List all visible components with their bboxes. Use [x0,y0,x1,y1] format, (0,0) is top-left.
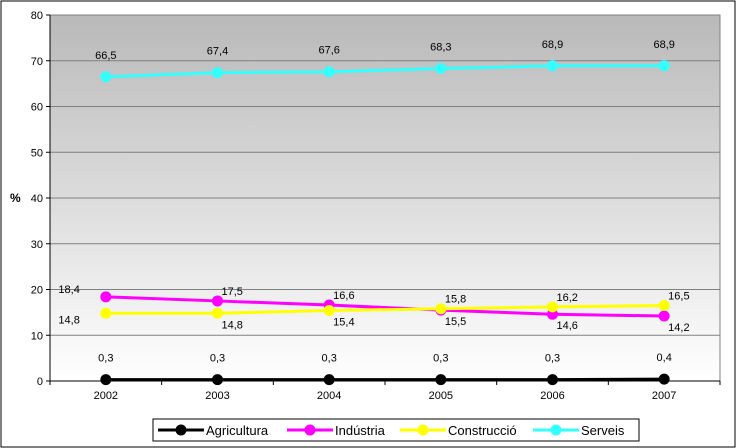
data-point [100,291,112,303]
y-tick-label: 40 [31,193,43,205]
x-tick-label: 2005 [429,390,453,402]
legend-label: Construcció [448,423,517,438]
y-tick-label: 80 [31,10,43,22]
y-tick-label: 30 [31,239,43,251]
legend-swatch-marker [417,424,429,436]
data-point [323,66,335,78]
data-label: 16,5 [668,291,689,303]
data-point [212,295,223,307]
series-serveis: 66,5 67,4 67,6 68,3 68,9 68,9 [95,39,675,83]
legend: Agricultura Indústria Construcció Serveis [152,418,640,442]
data-label: 0,3 [98,353,113,365]
y-axis-label: % [10,191,21,205]
data-point [435,303,447,315]
data-label: 14,8 [58,314,79,326]
data-point [212,374,223,386]
data-label: 0,3 [545,353,560,365]
data-point [323,305,335,317]
data-label: 68,3 [430,42,451,54]
data-label: 66,5 [95,50,116,62]
gridlines [50,60,720,336]
data-label: 0,3 [322,353,337,365]
series-agricultura: 0,3 0,3 0,3 0,3 0,3 0,4 [98,352,672,386]
series-group: 0,3 0,3 0,3 0,3 0,3 0,418,4 17,5 16,615,5 14,6 14… [58,39,690,386]
data-point [323,374,335,386]
legend-label: Serveis [581,423,625,438]
legend-item-agricultura: Agricultura [158,423,269,438]
data-label: 17,5 [222,286,243,298]
legend-item-indústria: Indústria [287,423,386,438]
series-line [105,64,665,79]
data-point [547,301,558,313]
data-point [547,374,558,386]
y-axis: 0 10 20 30 40 50 60 70 80 [31,10,51,388]
y-tick-label: 20 [31,285,43,297]
data-label: 68,9 [542,39,563,51]
series-line [105,304,665,315]
data-label: 0,3 [210,353,225,365]
data-label: 67,4 [207,46,228,58]
data-label: 14,6 [557,320,578,332]
data-point [212,67,223,79]
data-label: 0,3 [433,353,448,365]
x-tick-label: 2006 [540,390,564,402]
series-line [105,295,665,318]
data-point [212,307,223,319]
data-label: 67,6 [318,45,339,57]
data-point [547,60,558,72]
legend-label: Agricultura [206,423,269,438]
data-point [100,374,112,386]
legend-box [152,418,640,442]
y-tick-label: 70 [31,56,43,68]
data-label: 15,8 [445,294,466,306]
data-label: 16,2 [557,292,578,304]
y-tick-label: 10 [31,330,43,342]
y-tick-label: 50 [31,147,43,159]
x-tick-label: 2007 [652,390,676,402]
data-point [100,71,112,83]
data-label: 14,2 [668,322,689,334]
data-label: 68,9 [653,39,674,51]
y-tick-label: 0 [37,376,43,388]
data-point [658,300,670,312]
x-tick-label: 2004 [317,390,341,402]
y-tick-label: 60 [31,102,43,114]
data-label: 0,4 [657,352,672,364]
x-tick-label: 2002 [94,390,118,402]
data-point [435,63,447,75]
legend-swatch-marker [304,424,316,436]
data-label: 14,8 [222,319,243,331]
data-label: 16,6 [333,290,354,302]
x-tick-label: 2003 [205,390,229,402]
data-label: 15,4 [333,317,354,329]
series-construcció: 14,8 14,8 15,4 15,8 16,2 16,5 [58,291,689,332]
legend-label: Indústria [335,423,386,438]
legend-item-construcció: Construcció [400,423,517,438]
data-point [100,307,112,319]
legend-item-serveis: Serveis [533,423,625,438]
data-label: 18,4 [58,284,79,296]
data-point [658,373,670,385]
legend-swatch-marker [175,424,187,436]
data-point [658,310,670,322]
data-point [658,60,670,72]
legend-swatch-marker [550,424,562,436]
data-point [435,374,447,386]
data-label: 15,5 [445,316,466,328]
